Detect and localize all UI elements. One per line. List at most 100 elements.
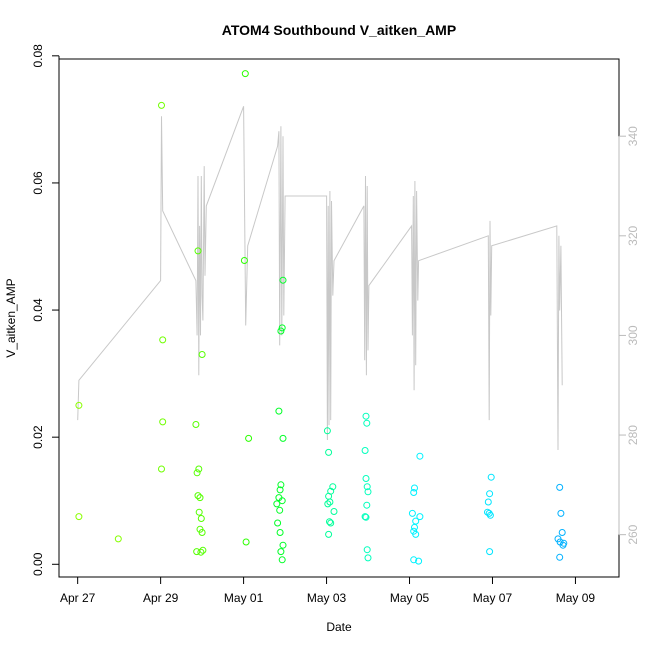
data-point (410, 489, 418, 496)
data-point (363, 546, 371, 554)
data-point (557, 509, 565, 517)
data-point (275, 407, 283, 415)
y-axis-label: V_aitken_AMP (4, 278, 18, 357)
data-point (487, 473, 495, 481)
data-point (158, 465, 165, 473)
data-point (362, 475, 370, 482)
data-point (114, 535, 122, 543)
data-point (485, 509, 493, 517)
data-point (323, 427, 331, 435)
data-point (416, 513, 424, 521)
data-point (240, 257, 248, 264)
data-point (274, 519, 282, 527)
data-point (329, 483, 337, 491)
data-point (75, 401, 83, 409)
data-point (361, 447, 369, 454)
data-point (415, 557, 423, 565)
data-point (197, 515, 205, 522)
data-point (276, 506, 284, 514)
chart-title: ATOM4 Southbound V_aitken_AMP (222, 22, 456, 38)
data-point (325, 530, 333, 538)
data-point (362, 513, 370, 521)
data-point (556, 553, 564, 561)
data-point (159, 418, 167, 426)
x-tick-label: May 09 (556, 591, 596, 605)
data-point (326, 498, 334, 506)
x-tick-label: May 05 (390, 591, 430, 605)
data-point (242, 538, 250, 546)
data-point (486, 511, 494, 519)
y-tick-label: 0.00 (31, 552, 45, 576)
x-tick-label: May 01 (224, 591, 264, 605)
y2-tick-label: 260 (626, 524, 640, 544)
data-point (279, 276, 287, 284)
data-point (277, 327, 285, 335)
y-axis-right: 260 280 300 320 340 (618, 126, 640, 545)
y2-tick-label: 340 (626, 126, 640, 146)
data-point (559, 541, 567, 549)
data-point (194, 492, 202, 500)
scatter-points (75, 70, 568, 565)
data-point (326, 518, 333, 526)
data-point (364, 554, 372, 562)
data-point (198, 351, 206, 358)
y-axis-left: 0.00 0.02 0.04 0.06 0.08 (31, 44, 60, 576)
data-point (194, 247, 202, 255)
temperature-line (77, 106, 563, 451)
data-point (279, 434, 287, 442)
y2-tick-label: 320 (626, 225, 640, 245)
data-point (159, 336, 167, 344)
y2-tick-label: 280 (626, 425, 640, 445)
data-point (412, 530, 420, 538)
data-point (416, 452, 424, 460)
data-point (408, 509, 416, 517)
data-point (193, 469, 201, 477)
data-point (273, 500, 281, 508)
data-point (198, 529, 206, 536)
data-point (362, 412, 370, 420)
y-tick-label: 0.06 (31, 171, 45, 195)
data-point (486, 548, 494, 556)
right-axis-line-series (77, 106, 563, 451)
data-point (364, 488, 372, 496)
data-point (410, 556, 418, 564)
x-tick-label: Apr 27 (60, 591, 96, 605)
data-point (411, 484, 418, 492)
data-point (327, 519, 335, 527)
x-tick-label: May 07 (473, 591, 513, 605)
data-point (363, 501, 371, 509)
data-point (195, 465, 203, 473)
x-axis: Apr 27 Apr 29 May 01 May 03 May 05 May 07 May … (60, 576, 596, 605)
data-point (363, 419, 371, 427)
data-point (195, 508, 203, 516)
data-point (245, 434, 253, 442)
data-point (278, 324, 286, 332)
data-point (411, 523, 418, 531)
data-point (277, 548, 285, 556)
data-point (361, 513, 369, 521)
data-point (324, 500, 332, 508)
data-point (556, 483, 564, 491)
data-point (278, 497, 286, 505)
data-point (196, 494, 204, 502)
y2-tick-label: 300 (626, 325, 640, 345)
x-axis-label: Date (326, 620, 352, 634)
data-point (75, 513, 83, 521)
data-point (197, 548, 205, 556)
data-point (277, 481, 285, 489)
data-point (558, 529, 566, 536)
data-point (241, 70, 249, 78)
y-tick-label: 0.08 (31, 44, 45, 68)
data-point (158, 101, 165, 109)
data-point (484, 498, 492, 506)
data-point (278, 556, 286, 564)
data-point (199, 546, 207, 554)
x-tick-label: Apr 29 (143, 591, 179, 605)
data-point (412, 517, 420, 525)
data-point (363, 483, 371, 491)
data-point (325, 448, 333, 456)
data-point (276, 486, 284, 494)
y-tick-label: 0.02 (31, 425, 45, 449)
